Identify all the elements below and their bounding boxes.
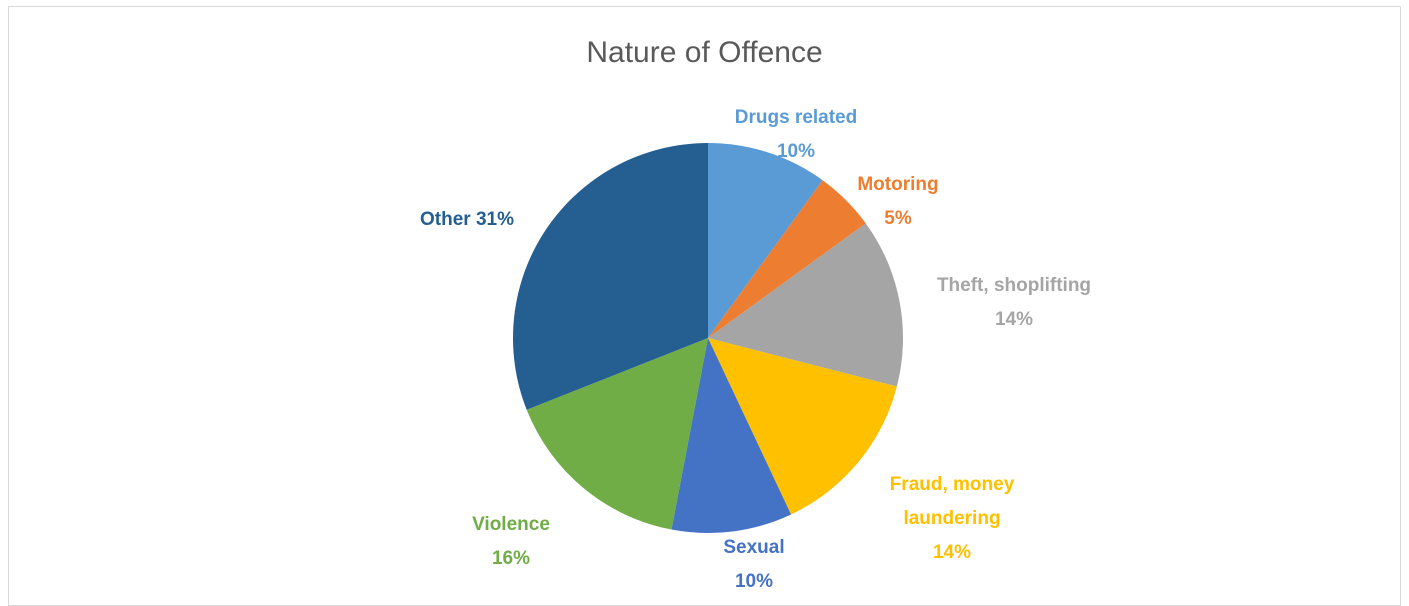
data-label-fraud-money-laundering: Fraud, money laundering 14%	[890, 474, 1015, 563]
chart-title: Nature of Offence	[586, 36, 823, 69]
pie-slice-violence	[526, 338, 708, 530]
pie-slice-sexual	[671, 338, 792, 534]
data-label-sexual: Sexual 10%	[723, 537, 784, 592]
pie-slice-other	[512, 143, 708, 410]
data-label-theft-shoplifting: Theft, shoplifting 14%	[937, 275, 1091, 330]
data-label-motoring: Motoring 5%	[857, 174, 938, 229]
pie-slice-motoring	[708, 180, 866, 338]
pie-slice-fraud-money-laundering	[708, 338, 897, 515]
pie-slice-theft-shoplifting	[708, 223, 903, 387]
pie-slice-drugs-related	[708, 143, 823, 338]
data-label-other: Other 31%	[420, 209, 514, 230]
data-label-drugs-related: Drugs related 10%	[735, 107, 857, 162]
data-label-violence: Violence 16%	[472, 514, 550, 569]
pie-chart: Drugs related 10%Motoring 5% Theft, shoplif…	[420, 107, 1091, 592]
